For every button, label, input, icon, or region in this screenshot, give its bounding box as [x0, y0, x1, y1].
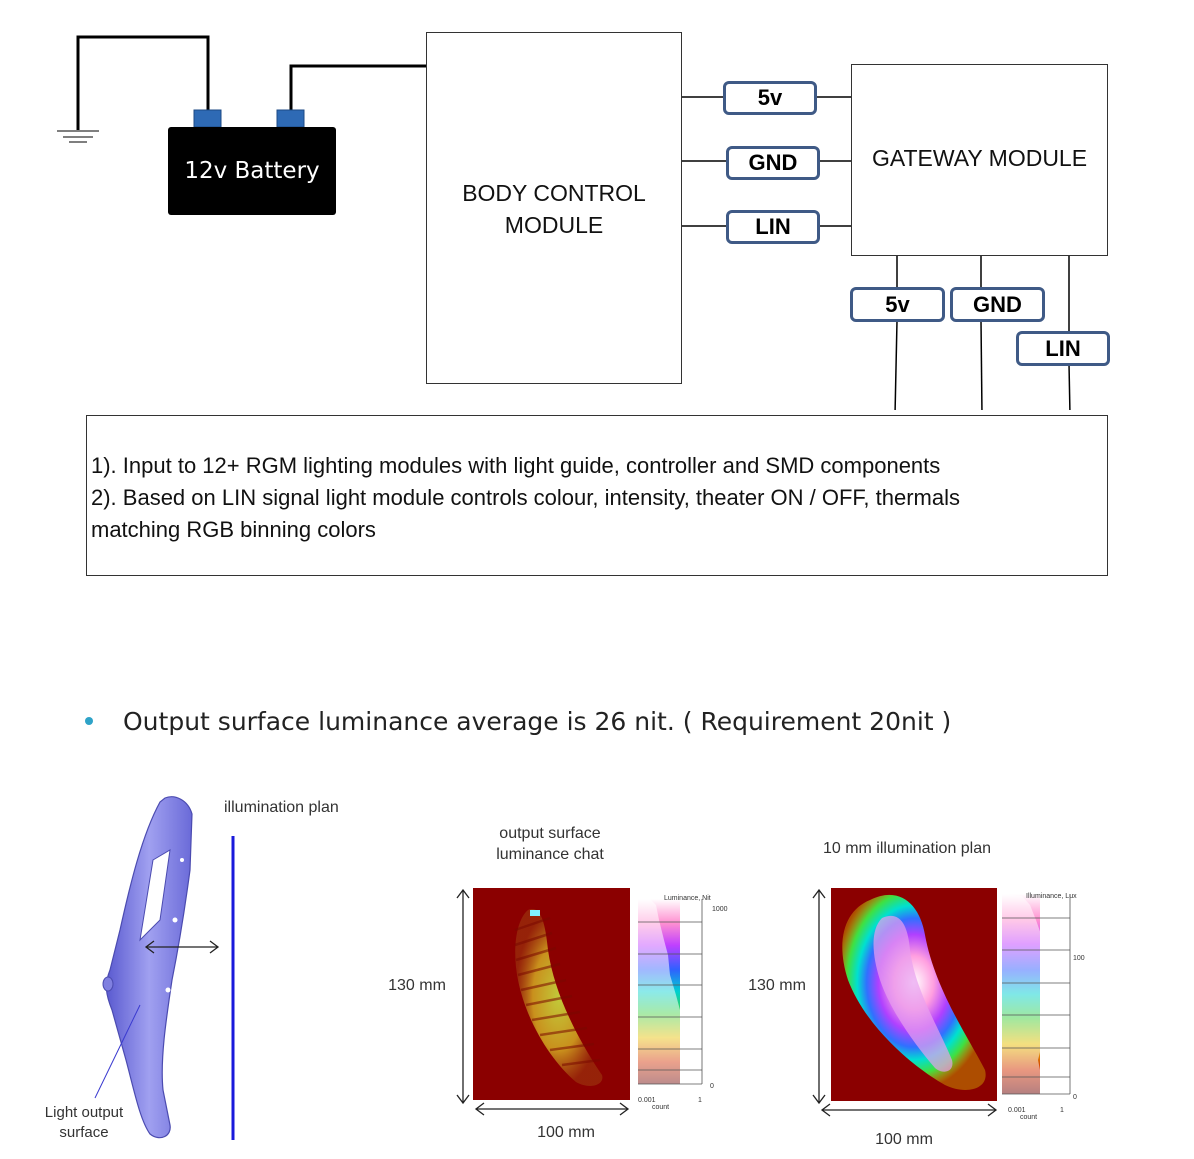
- signal-lin-bcm: LIN: [726, 210, 820, 244]
- battery-terminal-positive: [276, 109, 305, 128]
- illuminance-scale-zero: 0: [1073, 1094, 1077, 1101]
- gateway-down-wires: [894, 256, 1071, 410]
- luminance-height-label: 130 mm: [388, 977, 446, 994]
- battery-terminal-negative: [193, 109, 222, 128]
- luminance-height-arrow-icon: [456, 888, 470, 1105]
- notes-box: 1). Input to 12+ RGM lighting modules wi…: [86, 415, 1108, 576]
- illuminance-title: 10 mm illumination plan: [823, 840, 991, 857]
- illuminance-width-arrow-icon: [820, 1103, 998, 1117]
- signal-5v-bcm: 5v: [723, 81, 817, 115]
- gateway-module: GATEWAY MODULE: [851, 64, 1108, 256]
- gateway-label: GATEWAY MODULE: [871, 145, 1088, 171]
- luminance-count-max: 1: [698, 1097, 702, 1104]
- luminance-title-2: luminance chat: [496, 846, 604, 863]
- illuminance-scale-mid: 100: [1073, 955, 1085, 962]
- luminance-count-min: 0.001: [638, 1097, 656, 1104]
- illumination-plan-label: illumination plan: [224, 799, 339, 816]
- luminance-stripes: [514, 916, 601, 1067]
- bullet-icon: [85, 717, 93, 725]
- output-surface-label-2: surface: [59, 1124, 108, 1141]
- signal-gnd-down: GND: [950, 287, 1045, 322]
- ground-symbol-icon: [57, 130, 99, 143]
- note-line-1: 1). Input to 12+ RGM lighting modules wi…: [91, 453, 941, 478]
- luminance-count-label: count: [652, 1104, 669, 1111]
- luminance-scale-title: Luminance, Nit: [664, 895, 711, 902]
- illuminance-histogram: [1002, 894, 1045, 1094]
- output-surface-leader: [94, 1004, 141, 1099]
- luminance-summary: Output surface luminance average is 26 n…: [123, 707, 952, 736]
- battery-bcm-wire: [289, 64, 427, 112]
- distance-arrow-icon: [144, 940, 220, 954]
- note-line-3: matching RGB binning colors: [91, 517, 376, 542]
- luminance-title-1: output surface: [499, 825, 601, 842]
- signal-gnd-bcm: GND: [726, 146, 820, 180]
- battery: 12v Battery: [168, 127, 336, 215]
- illuminance-width-label: 100 mm: [875, 1131, 933, 1148]
- illuminance-count-min: 0.001: [1008, 1107, 1026, 1114]
- illuminance-scale-title: Illuminance, Lux: [1026, 893, 1077, 900]
- luminance-width-label: 100 mm: [537, 1124, 595, 1141]
- ground-wire: [76, 35, 210, 130]
- signal-5v-down: 5v: [850, 287, 945, 322]
- illuminance-count-label: count: [1020, 1114, 1037, 1121]
- luminance-scale-zero: 0: [710, 1083, 714, 1090]
- light-module-part: [105, 796, 193, 1139]
- luminance-width-arrow-icon: [474, 1102, 630, 1116]
- wiring-layer: [57, 35, 1071, 410]
- signal-lin-down: LIN: [1016, 331, 1110, 366]
- luminance-scale-top: 1000: [712, 906, 728, 913]
- bcm-label-line1: BODY CONTROL: [462, 180, 646, 206]
- illuminance-count-max: 1: [1060, 1107, 1064, 1114]
- bcm-label-line2: MODULE: [504, 212, 604, 238]
- light-module-figure: illumination plan Light output surface: [45, 796, 339, 1141]
- battery-label: 12v Battery: [184, 158, 320, 184]
- illuminance-height-arrow-icon: [812, 888, 826, 1105]
- illuminance-height-label: 130 mm: [748, 977, 806, 994]
- illuminance-chart: 10 mm illumination plan 130 mm 100 mm Il…: [748, 840, 1085, 1148]
- luminance-chart: output surface luminance chat 130 mm 100…: [388, 825, 728, 1141]
- body-control-module: BODY CONTROL MODULE: [426, 32, 682, 384]
- note-line-2: 2). Based on LIN signal light module con…: [91, 485, 960, 510]
- luminance-histogram: [638, 899, 686, 1084]
- output-surface-label-1: Light output: [45, 1104, 124, 1121]
- bcm-gateway-wires: [682, 96, 852, 227]
